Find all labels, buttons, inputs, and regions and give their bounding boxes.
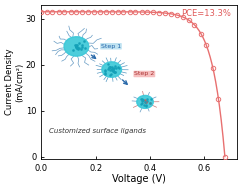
- Y-axis label: Current Density
(mA/cm²): Current Density (mA/cm²): [5, 49, 24, 115]
- Text: Customized surface ligands: Customized surface ligands: [49, 128, 146, 134]
- Circle shape: [102, 62, 121, 77]
- Text: Step 1: Step 1: [101, 44, 121, 49]
- Circle shape: [64, 37, 89, 56]
- Text: PCE=13.3%: PCE=13.3%: [182, 9, 231, 19]
- X-axis label: Voltage (V): Voltage (V): [112, 174, 166, 184]
- Circle shape: [137, 95, 153, 108]
- Text: Step 2: Step 2: [134, 71, 154, 77]
